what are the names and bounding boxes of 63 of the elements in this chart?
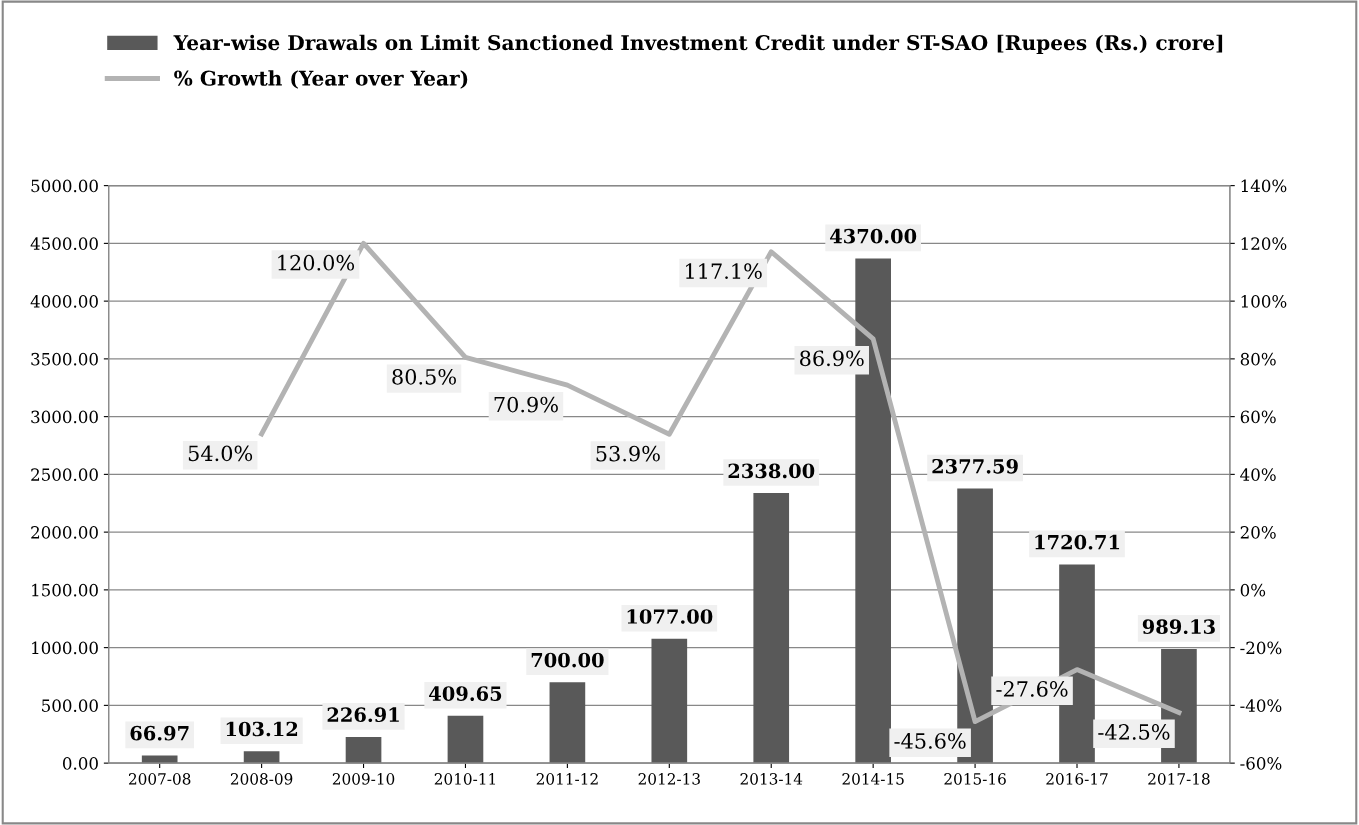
bar xyxy=(345,736,382,764)
y-tick-label: 0.00 xyxy=(62,757,98,770)
data-label: 117.1% xyxy=(686,263,762,279)
bar xyxy=(753,493,790,764)
data-label: 86.9% xyxy=(800,350,864,367)
data-label: 120.0% xyxy=(278,254,355,271)
x-tick-label: 2015-16 xyxy=(944,773,1006,785)
y-tick-label: 3500.00 xyxy=(31,352,98,366)
bar xyxy=(651,638,688,764)
x-tick-label: 2016-17 xyxy=(1046,773,1108,785)
x-tick-label: 2010-11 xyxy=(434,773,496,785)
y-tick-label: 2000.00 xyxy=(31,526,98,539)
x-tick-label: 2013-14 xyxy=(740,773,803,785)
data-label: 1077.00 xyxy=(627,609,713,624)
legend-label: Year-wise Drawals on Limit Sanctioned Investment Credit under ST-SAO [Rupees (Rs.) crore] xyxy=(173,34,1223,55)
bar xyxy=(141,755,178,764)
data-label: 80.5% xyxy=(392,368,456,385)
y-tick-label: 2500.00 xyxy=(31,468,98,481)
bar xyxy=(243,751,280,764)
data-label: 2377.59 xyxy=(932,458,1018,474)
y2-tick-label: 40% xyxy=(1240,468,1276,481)
bar xyxy=(447,715,484,764)
y2-tick-label: 20% xyxy=(1240,526,1276,539)
data-label: 66.97 xyxy=(130,725,189,741)
x-tick-label: 2014-15 xyxy=(842,773,904,785)
y2-tick-label: 60% xyxy=(1240,410,1276,424)
x-tick-label: 2007-08 xyxy=(128,773,191,785)
legend-label: % Growth (Year over Year) xyxy=(174,70,468,89)
y-tick-label: 1500.00 xyxy=(32,583,98,597)
data-label: 226.91 xyxy=(327,707,399,723)
y2-tick-label: -20% xyxy=(1240,641,1282,655)
data-label: -27.6% xyxy=(996,681,1068,697)
y-tick-label: 5000.00 xyxy=(31,179,98,193)
data-label: 4370.00 xyxy=(829,228,917,244)
y2-tick-label: -40% xyxy=(1240,699,1282,712)
data-label: 53.9% xyxy=(596,445,660,462)
data-label: 1720.71 xyxy=(1035,534,1120,550)
data-label: 103.12 xyxy=(226,721,298,737)
data-label: -42.5% xyxy=(1098,724,1170,740)
x-tick-label: 2012-13 xyxy=(638,773,700,785)
data-label: 2338.00 xyxy=(728,463,815,479)
y-tick-label: 3000.00 xyxy=(31,410,98,424)
bar xyxy=(549,682,586,764)
y2-tick-label: 0% xyxy=(1240,583,1266,597)
y-tick-label: 4000.00 xyxy=(30,295,98,308)
y2-tick-label: 100% xyxy=(1241,295,1287,308)
x-tick-label: 2011-12 xyxy=(536,773,598,785)
data-label: 70.9% xyxy=(494,396,558,413)
y2-tick-label: 120% xyxy=(1241,237,1287,250)
y2-tick-label: -60% xyxy=(1240,757,1282,770)
y-tick-label: 500.00 xyxy=(42,699,98,712)
y-tick-label: 1000.00 xyxy=(32,641,98,655)
x-tick-label: 2017-18 xyxy=(1148,773,1210,785)
data-label: 54.0% xyxy=(188,445,253,462)
y2-tick-label: 140% xyxy=(1241,179,1287,193)
data-label: 409.65 xyxy=(429,686,502,701)
y2-tick-label: 80% xyxy=(1240,352,1276,366)
data-label: -45.6% xyxy=(894,733,966,749)
y-tick-label: 4500.00 xyxy=(30,237,98,250)
x-tick-label: 2009-10 xyxy=(332,773,395,785)
x-tick-label: 2008-09 xyxy=(230,773,293,785)
data-label: 989.13 xyxy=(1142,619,1215,634)
data-label: 700.00 xyxy=(531,652,604,668)
